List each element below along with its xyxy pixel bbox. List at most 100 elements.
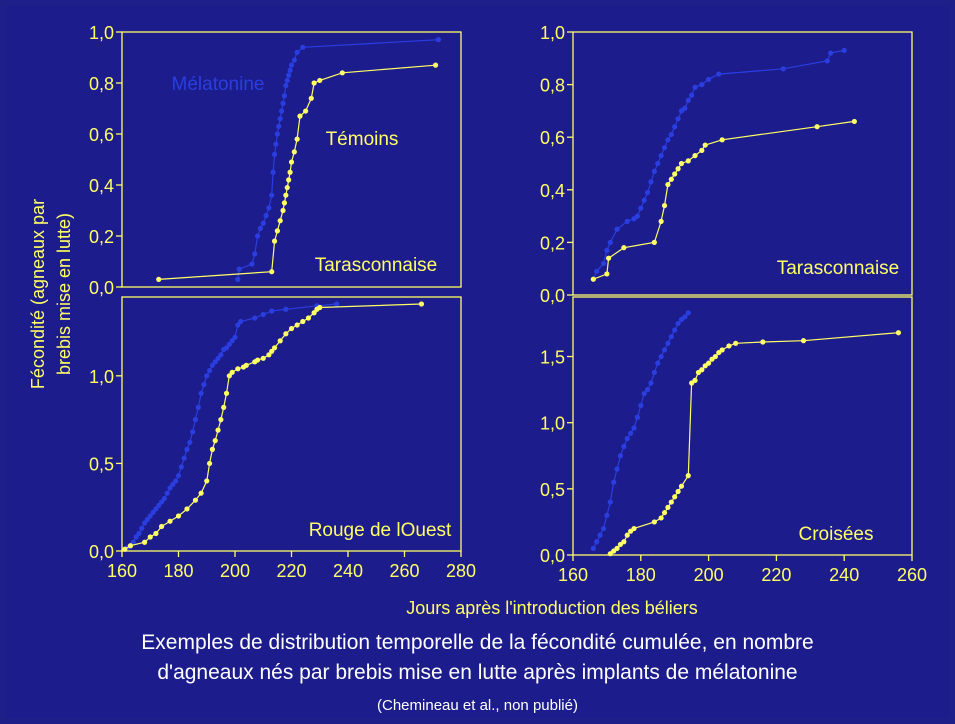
data-point-temoins — [339, 70, 345, 76]
data-point-temoins — [235, 366, 241, 372]
data-point-temoins — [699, 147, 705, 153]
data-point-temoins — [432, 62, 439, 68]
data-point-temoins — [281, 200, 288, 206]
data-point-temoins — [274, 228, 280, 234]
data-point-melatonine — [668, 334, 674, 340]
data-point-melatonine — [648, 380, 654, 386]
data-point-melatonine — [665, 137, 671, 143]
data-point-temoins — [631, 525, 637, 532]
y-tick-label: 0,2 — [89, 227, 114, 247]
data-point-melatonine — [631, 425, 637, 431]
data-point-melatonine — [249, 261, 255, 267]
data-point-temoins — [668, 499, 674, 505]
data-point-melatonine — [641, 390, 647, 397]
data-point-temoins — [300, 318, 306, 325]
data-point-melatonine — [238, 318, 244, 325]
data-point-melatonine — [192, 417, 199, 423]
data-point-melatonine — [212, 359, 218, 365]
y-tick-label: 0,2 — [540, 233, 565, 253]
data-point-melatonine — [181, 455, 187, 461]
data-point-melatonine — [260, 311, 266, 318]
data-point-temoins — [651, 519, 657, 525]
data-point-temoins — [303, 108, 309, 114]
data-point-melatonine — [294, 49, 300, 56]
data-point-temoins — [672, 171, 678, 177]
data-point-temoins — [153, 530, 159, 537]
x-tick-label: 180 — [626, 565, 656, 585]
data-point-temoins — [699, 367, 705, 373]
series-line-temoins — [124, 303, 422, 550]
data-point-temoins — [283, 331, 289, 337]
data-point-temoins — [675, 488, 681, 495]
data-point-melatonine — [260, 220, 266, 226]
data-point-melatonine — [255, 233, 261, 239]
data-point-melatonine — [644, 387, 651, 393]
data-point-temoins — [271, 345, 278, 351]
data-point-temoins — [661, 202, 668, 209]
data-point-melatonine — [280, 100, 286, 106]
data-point-melatonine — [153, 506, 159, 512]
data-point-melatonine — [594, 539, 600, 545]
data-point-temoins — [311, 80, 317, 86]
data-point-temoins — [226, 373, 232, 379]
y-tick-label: 0,5 — [89, 454, 114, 474]
x-tick-label: 240 — [333, 561, 363, 581]
data-point-temoins — [260, 355, 266, 361]
data-point-melatonine — [675, 320, 681, 327]
data-point-temoins — [297, 113, 303, 119]
data-point-melatonine — [286, 72, 292, 78]
data-point-melatonine — [273, 141, 279, 147]
data-point-temoins — [288, 325, 295, 332]
data-point-temoins — [590, 276, 596, 282]
data-point-melatonine — [628, 430, 634, 436]
data-point-temoins — [665, 181, 671, 188]
data-point-melatonine — [624, 435, 630, 442]
y-tick-label: 0,4 — [540, 181, 565, 201]
data-point-melatonine — [685, 310, 691, 316]
data-point-melatonine — [139, 525, 145, 531]
x-tick-label: 280 — [446, 561, 476, 581]
data-point-temoins — [418, 301, 425, 307]
x-tick-label: 160 — [558, 565, 588, 585]
x-tick-label: 260 — [897, 565, 927, 585]
data-point-temoins — [218, 417, 224, 423]
data-point-temoins — [317, 304, 323, 311]
data-point-temoins — [624, 532, 630, 538]
data-point-temoins — [675, 166, 681, 172]
data-point-temoins — [308, 95, 314, 101]
data-point-melatonine — [604, 512, 610, 518]
data-point-temoins — [733, 340, 739, 346]
data-point-melatonine — [648, 179, 654, 185]
series-line-melatonine — [592, 49, 845, 280]
data-point-melatonine — [597, 532, 603, 538]
data-point-melatonine — [604, 247, 610, 253]
x-axis-label: Jours après l'introduction des béliers — [406, 598, 698, 618]
data-point-temoins — [760, 339, 766, 345]
data-point-melatonine — [223, 345, 230, 351]
data-point-temoins — [288, 159, 295, 165]
data-point-melatonine — [283, 306, 289, 312]
plot-frame — [121, 296, 462, 552]
y-tick-label: 1,0 — [540, 414, 565, 434]
data-point-temoins — [198, 490, 204, 496]
data-point-melatonine — [634, 414, 641, 420]
data-point-melatonine — [271, 151, 278, 157]
data-point-temoins — [665, 504, 671, 510]
data-point-melatonine — [614, 226, 620, 232]
data-point-melatonine — [435, 37, 441, 43]
data-point-melatonine — [621, 443, 627, 450]
data-point-melatonine — [661, 145, 668, 151]
data-point-melatonine — [658, 153, 664, 159]
data-point-temoins — [158, 523, 165, 530]
breed-label: Tarasconnaise — [315, 255, 438, 276]
data-point-melatonine — [655, 160, 661, 167]
caption-line-1: Exemples de distribution temporelle de l… — [141, 631, 814, 654]
data-point-temoins — [156, 276, 162, 282]
data-point-melatonine — [209, 362, 215, 368]
data-point-temoins — [192, 497, 199, 503]
chart-panel-bottom-right: 0,0 0,5 1,0 1,5 160 180 200 220 240 260 Croisées — [540, 296, 927, 585]
slide-background — [6, 6, 949, 718]
data-point-temoins — [706, 360, 712, 366]
data-point-temoins — [243, 362, 249, 368]
data-point-temoins — [175, 513, 182, 519]
